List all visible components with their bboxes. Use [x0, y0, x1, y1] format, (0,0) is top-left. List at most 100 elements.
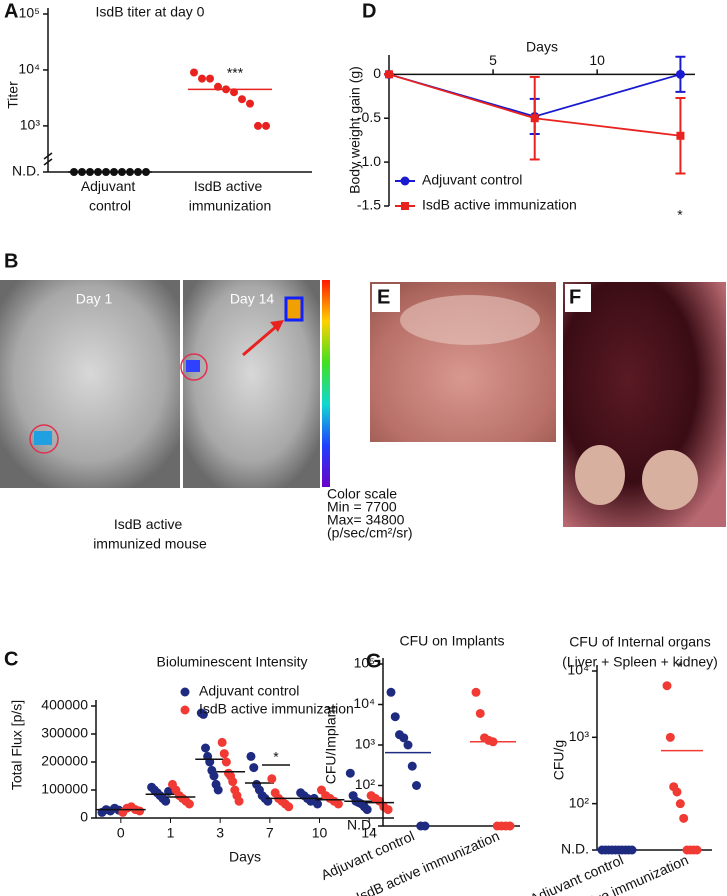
color-scale	[322, 280, 330, 487]
panel-label: B	[4, 250, 18, 272]
data-point	[190, 68, 198, 77]
arrow-head	[270, 320, 284, 332]
x-tick-label: 1	[167, 825, 175, 841]
data-point	[161, 796, 171, 806]
x-tick-label: 10	[589, 52, 605, 68]
x-tick-label: 5	[489, 52, 497, 68]
y-tick-label: 10⁴	[353, 695, 375, 711]
data-point	[399, 733, 409, 743]
legend-marker	[180, 705, 190, 715]
photo-detail	[400, 295, 540, 345]
y-tick-label: N.D.	[561, 841, 589, 857]
x-tick-label: Adjuvant control	[81, 178, 139, 214]
label-box	[372, 284, 400, 312]
y-tick-label: 200000	[41, 753, 88, 769]
y-tick-label: 10⁴	[18, 61, 40, 77]
x-tick-label: IsdB active immunization	[189, 178, 271, 214]
data-point	[221, 757, 231, 767]
signal-spot	[284, 296, 304, 322]
data-point	[475, 708, 485, 718]
x-tick-label: 14	[361, 825, 377, 841]
data-point	[362, 805, 372, 815]
data-point	[267, 774, 277, 784]
data-point	[228, 777, 238, 787]
label-box	[565, 284, 591, 312]
y-tick-label: 10⁵	[19, 5, 40, 21]
y-tick-label: N.D.	[347, 817, 375, 833]
data-point	[420, 821, 430, 831]
annotation: ***	[227, 65, 244, 81]
y-tick-label: 10²	[355, 776, 376, 792]
data-point	[219, 749, 229, 759]
axis-break	[43, 152, 53, 160]
y-tick-label: 10³	[355, 736, 376, 752]
data-point	[390, 712, 400, 722]
annotation: *	[677, 659, 683, 675]
color-scale-label: (p/sec/cm²/sr)	[327, 525, 413, 541]
legend-label: Adjuvant control	[422, 172, 522, 188]
data-point	[234, 796, 244, 806]
color-scale-label: Min = 7700	[327, 499, 397, 515]
data-point	[313, 799, 323, 809]
photo-detail	[642, 450, 698, 510]
x-tick-label: 0	[117, 825, 125, 841]
chart-title: CFU of Internal organs	[569, 634, 711, 650]
data-point	[471, 687, 481, 697]
y-tick-label: 10⁴	[567, 662, 589, 678]
legend-label: IsdB active immunization	[199, 701, 354, 717]
panel-label: C	[4, 648, 18, 670]
y-tick-label: 10⁵	[354, 655, 375, 671]
x-axis-label: Days	[526, 39, 558, 55]
data-point	[246, 99, 254, 108]
annotation: *	[273, 749, 279, 765]
y-tick-label: -0.5	[357, 109, 381, 125]
imaging-panel	[0, 280, 726, 527]
data-point	[201, 743, 211, 753]
data-point	[184, 799, 194, 809]
data-point	[262, 121, 270, 130]
panel-label: G	[366, 650, 382, 672]
y-tick-label: 0	[373, 65, 381, 81]
y-tick-label: -1.0	[357, 153, 381, 169]
data-point	[238, 95, 246, 104]
y-axis-label: Titer	[5, 81, 21, 109]
data-point	[676, 131, 685, 140]
data-point	[679, 813, 689, 823]
arrow	[242, 323, 279, 357]
data-point	[198, 709, 208, 719]
y-axis-label: CFU/Implant	[323, 706, 339, 785]
legend-marker	[400, 176, 410, 186]
data-point	[505, 821, 515, 831]
data-point	[217, 737, 227, 747]
data-point	[333, 799, 343, 809]
data-point	[692, 845, 702, 855]
chart-title: Bioluminescent Intensity	[157, 654, 308, 670]
panel-label: E	[377, 286, 390, 308]
x-tick-label: 10	[312, 825, 328, 841]
x-tick-label: 3	[216, 825, 224, 841]
data-point	[209, 771, 219, 781]
data-point	[530, 114, 539, 123]
annotation: *	[677, 207, 683, 223]
data-point	[230, 88, 238, 97]
color-scale-label: Color scale	[327, 486, 397, 502]
color-scale-label: Max= 34800	[327, 512, 405, 528]
data-point	[675, 799, 685, 809]
photo-detail	[575, 445, 625, 505]
data-point	[206, 74, 214, 83]
lesion-circle	[29, 424, 59, 454]
signal-spot	[186, 360, 200, 372]
y-tick-label: 10³	[569, 728, 590, 744]
data-point	[383, 805, 393, 815]
legend-label: Adjuvant control	[199, 683, 299, 699]
panel-label: D	[362, 0, 376, 22]
day-label: Day 1	[76, 291, 113, 307]
y-axis-label: Total Flux [p/s]	[9, 700, 25, 790]
chart-subtitle: (Liver + Spleen + kidney)	[562, 654, 718, 670]
legend-marker	[401, 202, 409, 210]
y-tick-label: 10²	[569, 794, 590, 810]
lesion-circle	[180, 353, 208, 381]
mouse-image-day1	[0, 280, 180, 488]
legend-marker	[180, 687, 190, 697]
y-tick-label: 300000	[41, 725, 88, 741]
